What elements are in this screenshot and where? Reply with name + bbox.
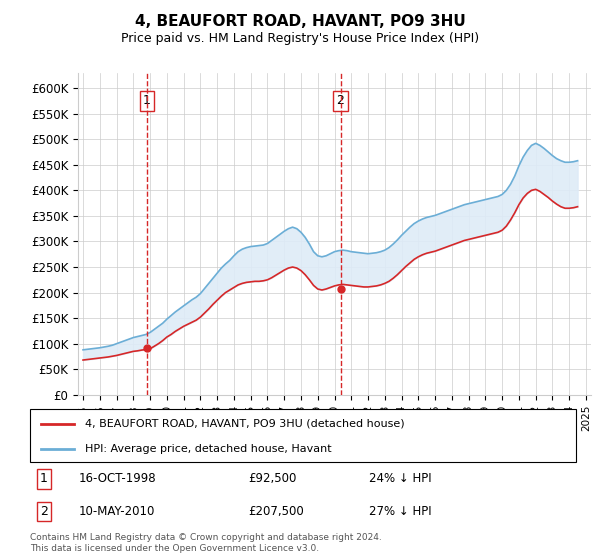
Text: 2: 2 xyxy=(40,505,47,517)
Text: £207,500: £207,500 xyxy=(248,505,304,517)
Text: 27% ↓ HPI: 27% ↓ HPI xyxy=(368,505,431,517)
Text: 4, BEAUFORT ROAD, HAVANT, PO9 3HU: 4, BEAUFORT ROAD, HAVANT, PO9 3HU xyxy=(134,14,466,29)
Text: Contains HM Land Registry data © Crown copyright and database right 2024.
This d: Contains HM Land Registry data © Crown c… xyxy=(30,533,382,553)
Text: 16-OCT-1998: 16-OCT-1998 xyxy=(79,473,157,486)
Text: 2: 2 xyxy=(337,95,344,108)
Text: £92,500: £92,500 xyxy=(248,473,297,486)
Text: 10-MAY-2010: 10-MAY-2010 xyxy=(79,505,155,517)
Text: 4, BEAUFORT ROAD, HAVANT, PO9 3HU (detached house): 4, BEAUFORT ROAD, HAVANT, PO9 3HU (detac… xyxy=(85,419,404,429)
Text: Price paid vs. HM Land Registry's House Price Index (HPI): Price paid vs. HM Land Registry's House … xyxy=(121,32,479,45)
Text: 24% ↓ HPI: 24% ↓ HPI xyxy=(368,473,431,486)
Text: HPI: Average price, detached house, Havant: HPI: Average price, detached house, Hava… xyxy=(85,444,331,454)
FancyBboxPatch shape xyxy=(30,409,576,462)
Text: 1: 1 xyxy=(40,473,47,486)
Text: 1: 1 xyxy=(143,95,151,108)
